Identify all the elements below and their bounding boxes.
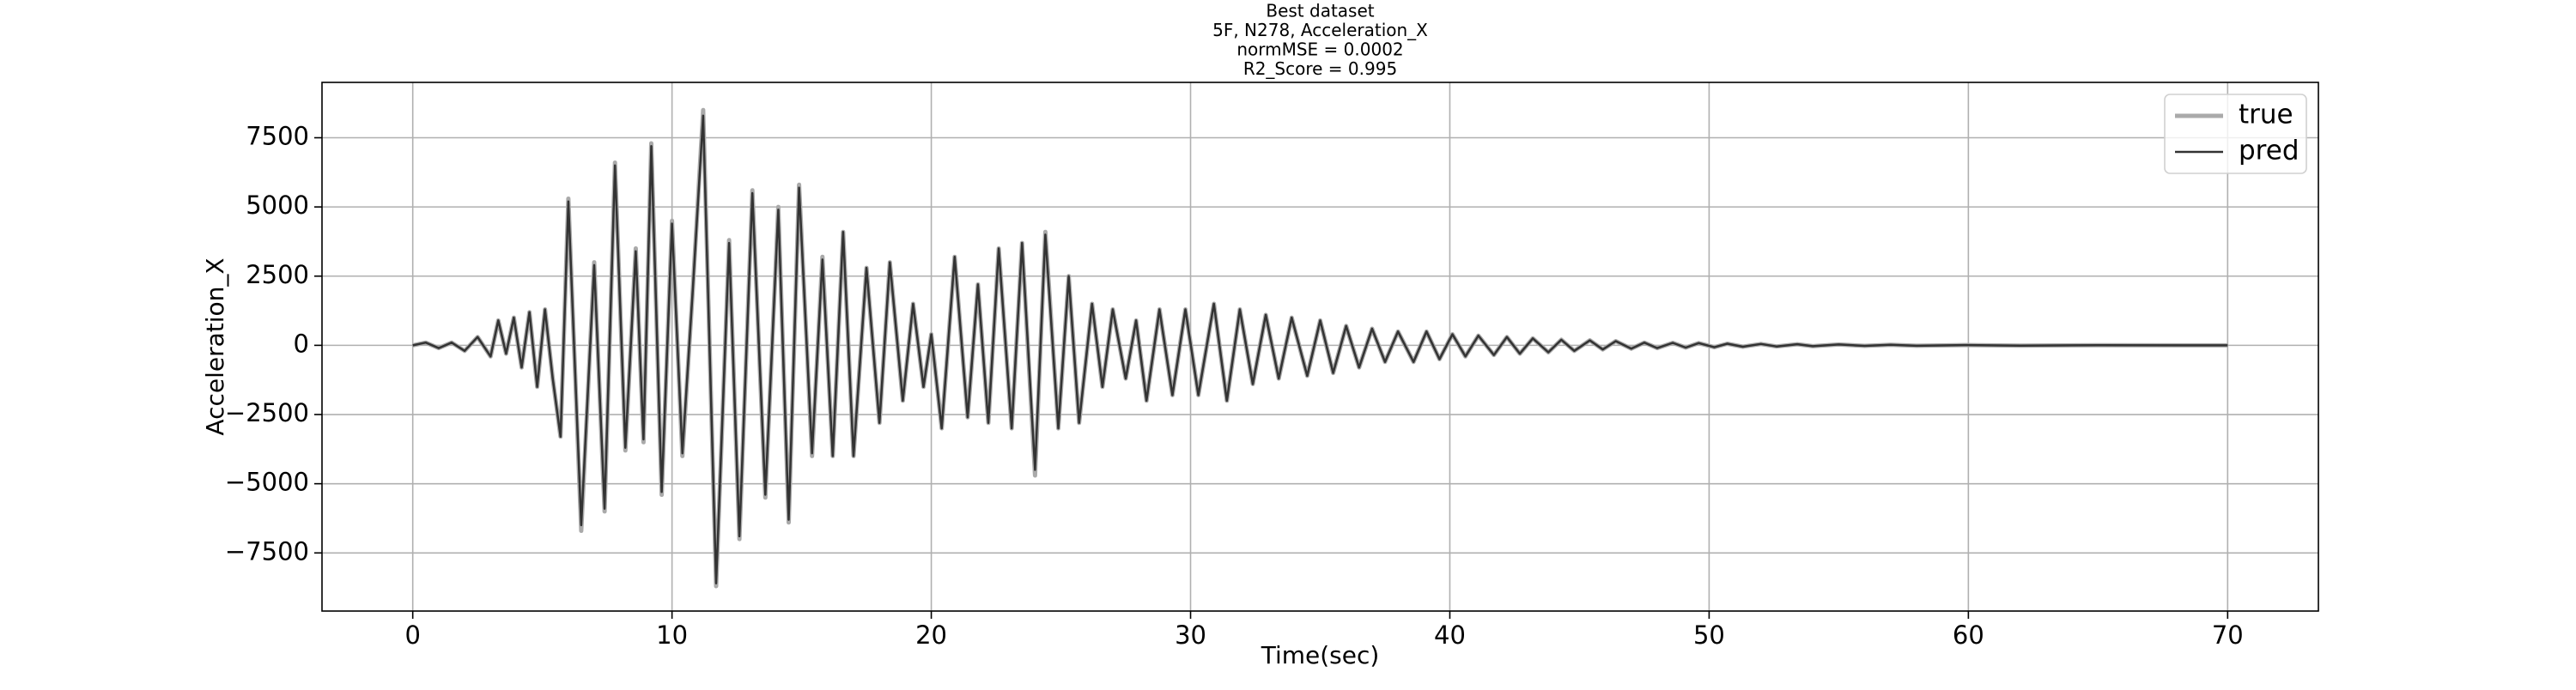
x-tick-label: 70 <box>2212 620 2244 650</box>
x-tick-label: 50 <box>1693 620 1725 650</box>
legend: true pred <box>2164 94 2307 174</box>
y-tick-label: −7500 <box>225 536 309 566</box>
legend-label: true <box>2239 100 2293 130</box>
y-tick-label: 0 <box>294 329 309 358</box>
legend-label: pred <box>2239 136 2300 166</box>
x-tick-label: 30 <box>1175 620 1206 650</box>
chart-title: 5F, N278, Acceleration_X <box>1212 20 1428 40</box>
y-tick-label: 5000 <box>246 191 309 220</box>
series-line <box>412 114 2228 584</box>
y-tick-label: −5000 <box>225 468 309 497</box>
chart-title: Best dataset <box>1266 1 1374 21</box>
y-tick-label: 7500 <box>246 122 309 151</box>
x-tick-label: 20 <box>915 620 947 650</box>
series-line <box>412 107 2228 589</box>
x-tick-label: 10 <box>656 620 688 650</box>
x-tick-label: 60 <box>1953 620 1984 650</box>
y-tick-label: 2500 <box>246 260 309 289</box>
y-tick-label: −2500 <box>225 398 309 427</box>
chart-title: R2_Score = 0.995 <box>1243 58 1397 79</box>
x-axis-label: Time(sec) <box>1261 641 1380 669</box>
x-tick-label: 40 <box>1434 620 1466 650</box>
x-tick-label: 0 <box>404 620 420 650</box>
plot-frame <box>321 82 2319 612</box>
y-axis-label: Acceleration_X <box>201 257 229 435</box>
chart-title: normMSE = 0.0002 <box>1236 39 1403 60</box>
